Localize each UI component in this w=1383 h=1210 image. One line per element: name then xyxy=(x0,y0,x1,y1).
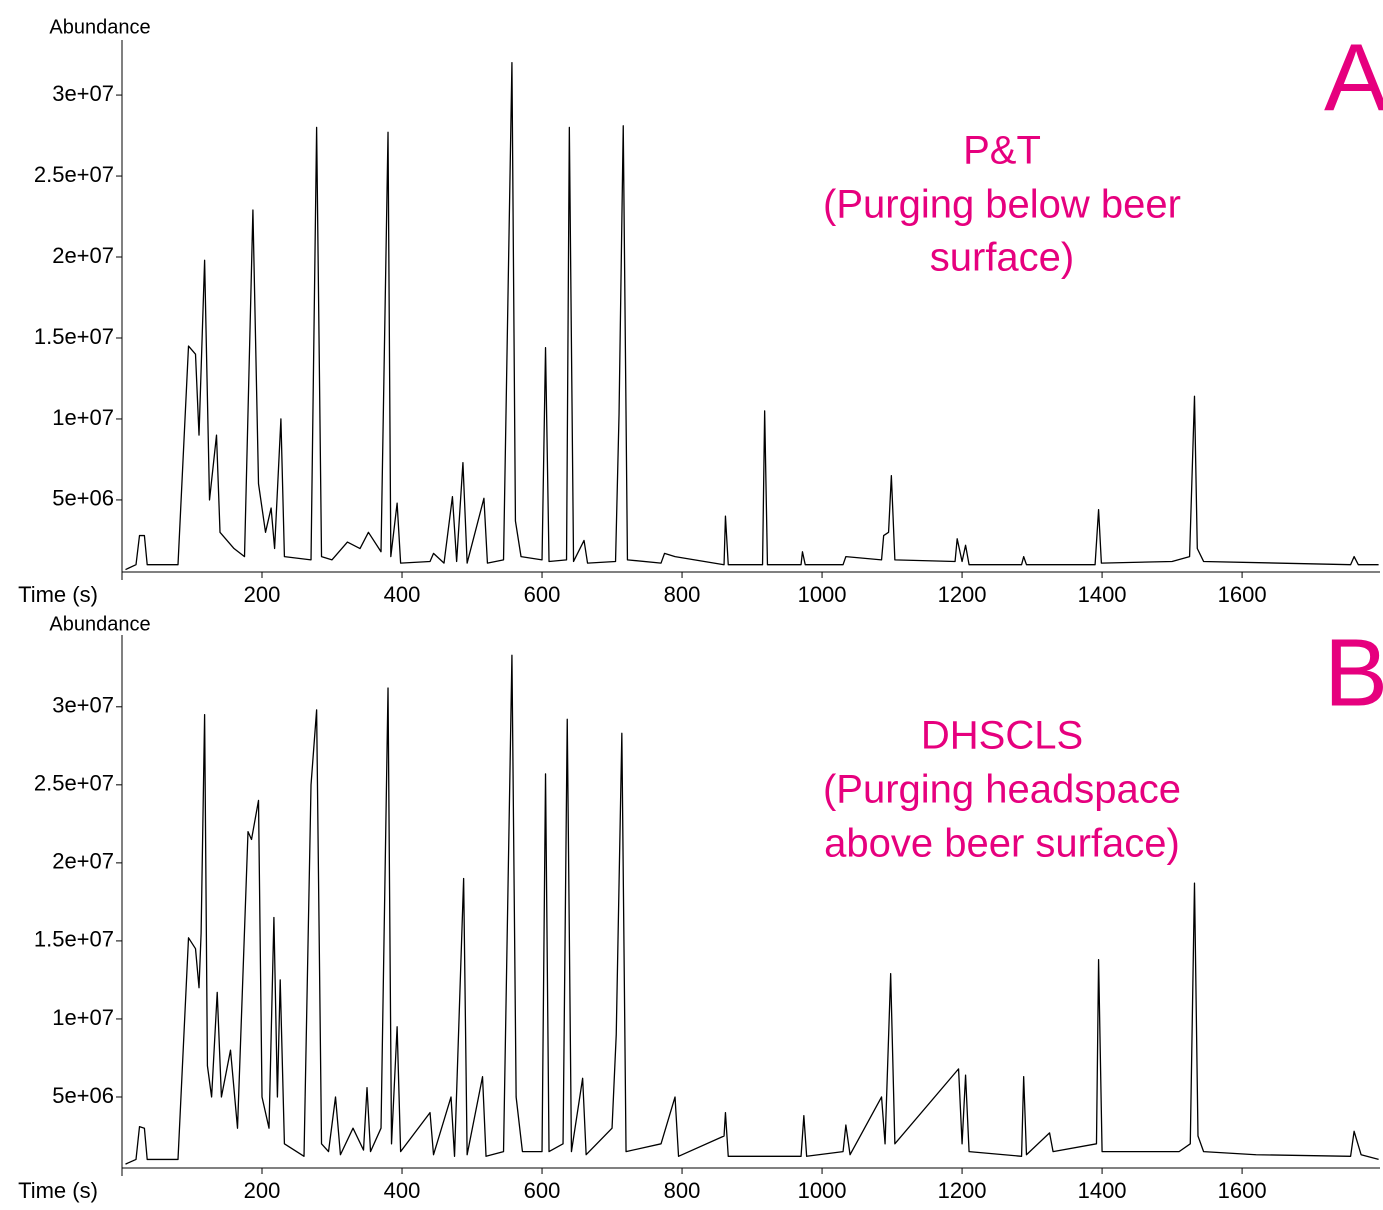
y-tick-label: 2.5e+07 xyxy=(34,771,114,796)
x-tick-label: 600 xyxy=(524,582,561,607)
y-tick-label: 5e+06 xyxy=(52,486,114,511)
y-tick-label: 3e+07 xyxy=(52,693,114,718)
x-tick-label: 800 xyxy=(664,582,701,607)
x-tick-label: 1600 xyxy=(1218,582,1267,607)
x-axis-label: Time (s) xyxy=(18,1178,98,1203)
x-tick-label: 1000 xyxy=(798,1178,847,1203)
x-tick-label: 400 xyxy=(384,1178,421,1203)
chromatogram-line xyxy=(125,654,1379,1165)
annotation: (Purging headspace xyxy=(823,768,1181,812)
annotation: above beer surface) xyxy=(824,822,1180,866)
chromatogram-line xyxy=(125,62,1379,571)
y-tick-label: 1.5e+07 xyxy=(34,927,114,952)
x-tick-label: 1400 xyxy=(1078,1178,1127,1203)
y-tick-label: 5e+06 xyxy=(52,1083,114,1108)
y-tick-label: 2e+07 xyxy=(52,849,114,874)
x-axis-label: Time (s) xyxy=(18,582,98,607)
y-tick-label: 1e+07 xyxy=(52,1005,114,1030)
panel-label: B xyxy=(1324,619,1383,726)
y-tick-label: 3e+07 xyxy=(52,81,114,106)
annotation: (Purging below beer xyxy=(823,183,1181,227)
y-tick-label: 1e+07 xyxy=(52,405,114,430)
x-tick-label: 600 xyxy=(524,1178,561,1203)
annotation: DHSCLS xyxy=(921,714,1083,758)
panel-label: A xyxy=(1324,24,1383,131)
x-tick-label: 200 xyxy=(244,1178,281,1203)
x-tick-label: 1600 xyxy=(1218,1178,1267,1203)
x-tick-label: 1200 xyxy=(938,1178,987,1203)
x-tick-label: 400 xyxy=(384,582,421,607)
annotation: P&T xyxy=(963,129,1041,173)
x-tick-label: 1400 xyxy=(1078,582,1127,607)
y-tick-label: 1.5e+07 xyxy=(34,324,114,349)
y-axis-label: Abundance xyxy=(49,613,150,635)
y-axis-label: Abundance xyxy=(49,16,150,38)
y-tick-label: 2e+07 xyxy=(52,243,114,268)
x-tick-label: 800 xyxy=(664,1178,701,1203)
x-tick-label: 1200 xyxy=(938,582,987,607)
x-tick-label: 1000 xyxy=(798,582,847,607)
x-tick-label: 200 xyxy=(244,582,281,607)
y-tick-label: 2.5e+07 xyxy=(34,162,114,187)
annotation: surface) xyxy=(930,236,1075,280)
